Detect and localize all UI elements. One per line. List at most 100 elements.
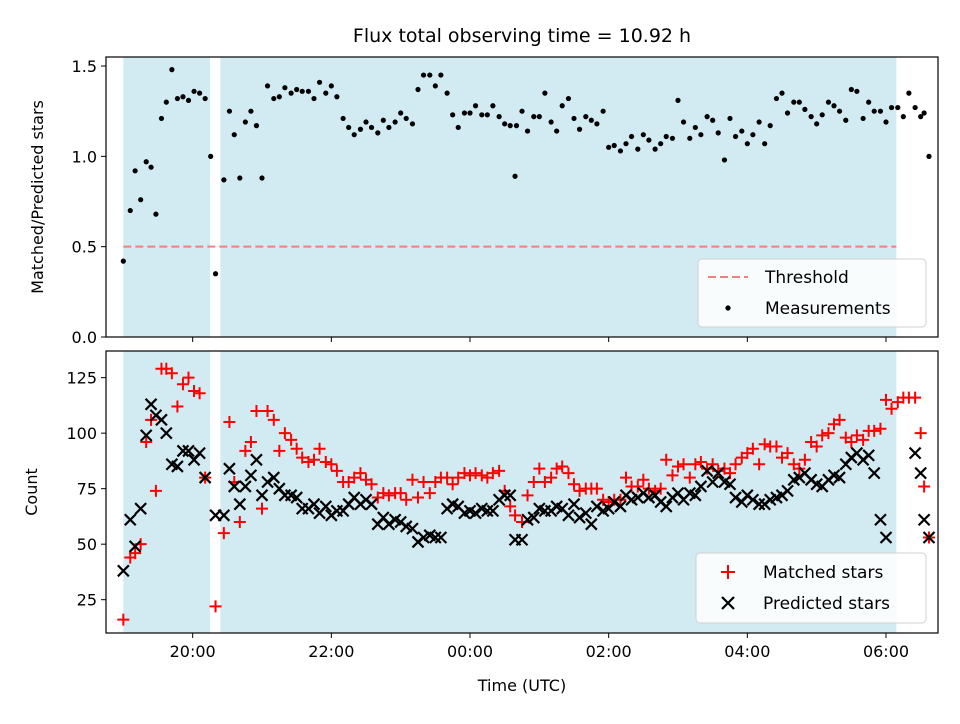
measurement-point — [403, 115, 409, 122]
matched-star-point — [660, 453, 673, 466]
measurement-point — [450, 112, 456, 118]
measurement-point — [635, 146, 641, 152]
matched-star-point — [209, 600, 222, 613]
predicted-stars-series — [117, 398, 936, 578]
predicted-star-point — [752, 497, 766, 511]
measurement-point — [554, 128, 560, 134]
matched-star-point — [348, 471, 361, 484]
matched-star-point — [469, 467, 482, 480]
matched-star-point — [504, 500, 517, 513]
matched-star-point — [446, 478, 459, 491]
top-x-ticks — [192, 337, 887, 342]
matched-star-point — [620, 471, 632, 484]
measurement-point — [409, 121, 416, 127]
matched-star-point — [417, 476, 430, 489]
predicted-star-point — [233, 497, 247, 511]
measurement-point — [912, 104, 918, 111]
measurement-point — [174, 95, 181, 102]
matched-star-point — [521, 489, 534, 502]
measurement-point — [808, 114, 814, 120]
measurement-point — [600, 108, 606, 114]
y-tick-label: 25 — [77, 591, 97, 610]
matched-star-point — [452, 471, 465, 484]
matched-star-point — [694, 456, 707, 469]
measurement-point — [340, 115, 346, 122]
predicted-star-point — [198, 471, 212, 484]
predicted-star-point — [607, 495, 621, 509]
measurement-point — [311, 95, 317, 102]
matched-star-point — [302, 456, 315, 469]
measurement-point — [921, 110, 927, 116]
matched-star-point — [880, 393, 892, 406]
predicted-star-point — [922, 531, 936, 544]
measurement-point — [513, 123, 520, 129]
matched-star-point — [308, 453, 320, 466]
matched-star-point — [746, 442, 759, 455]
measurement-point — [548, 119, 554, 125]
predicted-star-point — [614, 500, 627, 513]
measurement-point — [848, 86, 854, 93]
x-axis-label: Time (UTC) — [477, 676, 566, 695]
measurement-point — [623, 141, 629, 147]
predicted-star-point — [239, 480, 252, 493]
matched-star-point — [406, 473, 419, 486]
matched-star-point — [149, 484, 162, 497]
measurement-point — [692, 124, 698, 131]
matched-star-point — [400, 493, 413, 506]
observing-window-1 — [123, 351, 210, 633]
measurement-point — [380, 117, 386, 123]
measurement-point — [675, 97, 681, 103]
predicted-star-point — [290, 491, 303, 504]
matched-star-point — [822, 427, 835, 440]
measurement-point — [346, 124, 352, 131]
measurement-point — [375, 130, 381, 136]
measurement-point — [357, 126, 364, 132]
matched-star-point — [868, 424, 881, 437]
matched-star-point — [182, 371, 195, 384]
predicted-star-point — [144, 398, 158, 411]
matched-star-point — [677, 458, 690, 471]
matched-star-point — [273, 444, 286, 457]
matched-star-point — [753, 458, 766, 471]
measurement-point — [143, 159, 149, 165]
predicted-star-point — [694, 480, 708, 493]
measurement-point — [524, 128, 531, 134]
y-tick-label: 0.0 — [72, 328, 97, 347]
matched-star-point — [486, 467, 499, 480]
predicted-star-point — [382, 517, 396, 531]
predicted-star-point — [182, 444, 195, 458]
matched-star-point — [533, 462, 546, 475]
matched-star-point — [117, 613, 130, 626]
x-tick-label: 00:00 — [447, 642, 493, 661]
y-tick-label: 75 — [77, 480, 97, 499]
measurement-point — [153, 211, 159, 217]
observing-window-1 — [123, 57, 210, 337]
matched-star-point — [325, 458, 338, 471]
predicted-star-point — [117, 564, 130, 578]
top-y-ticks: 0.0 0.5 1.0 1.5 — [72, 57, 106, 347]
measurement-point — [507, 123, 513, 129]
predicted-star-point — [579, 506, 593, 520]
matched-star-point — [464, 469, 476, 482]
predicted-star-point — [706, 475, 719, 489]
matched-star-point — [475, 469, 488, 482]
matched-star-point — [631, 480, 644, 493]
predicted-star-point — [562, 509, 575, 522]
matched-star-point — [637, 473, 650, 486]
matched-star-point — [458, 467, 471, 480]
x-tick-label: 22:00 — [308, 642, 354, 661]
measurement-point — [606, 144, 612, 150]
matched-star-point — [527, 476, 540, 489]
measurement-point — [398, 110, 404, 116]
measurement-point — [773, 95, 780, 102]
predicted-star-point — [515, 533, 529, 547]
matched-star-point — [377, 487, 390, 500]
bottom-axes-frame — [105, 350, 939, 634]
predicted-star-point — [862, 449, 875, 462]
legend-predicted-label: Predicted stars — [763, 594, 890, 614]
measurement-point — [231, 132, 237, 138]
predicted-star-point — [406, 522, 419, 535]
measurement-point — [242, 119, 248, 125]
measurement-point — [415, 86, 421, 93]
measurement-point — [484, 112, 490, 118]
